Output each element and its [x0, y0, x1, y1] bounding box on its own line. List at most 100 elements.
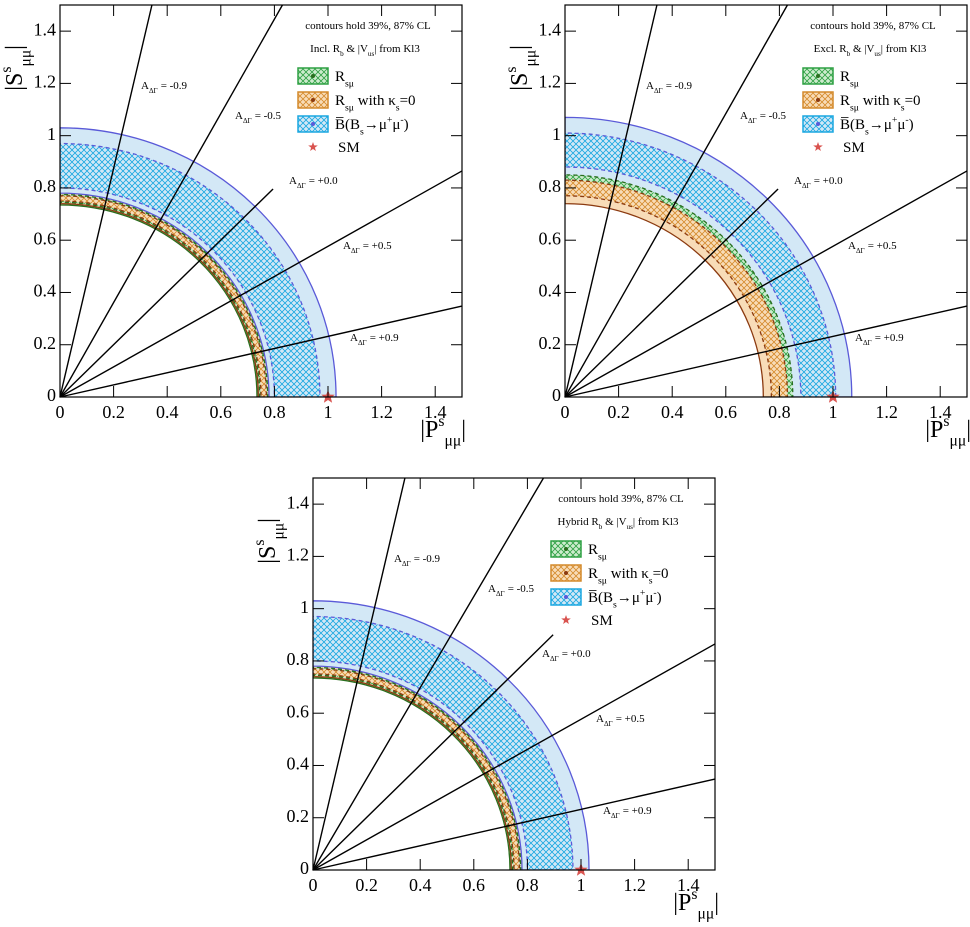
line-label-part: A	[794, 175, 802, 187]
legend-label-part: =0	[653, 566, 669, 582]
asym-line	[564, 4, 658, 398]
legend-label-part: )	[404, 117, 409, 133]
y-axis-label: |Ssμμ|	[503, 45, 539, 91]
line-label-part: ΔΓ	[149, 87, 158, 95]
legend-dot	[816, 98, 820, 102]
x-tick-label: 0.8	[516, 875, 539, 895]
y-tick-label: 0.8	[287, 649, 310, 669]
legend-label: SM	[843, 140, 865, 156]
legend-label: Rsμ with κs=0	[840, 93, 921, 113]
asym-line	[59, 170, 463, 398]
contour-band	[60, 142, 321, 397]
subtitle-part: Hybrid R	[558, 516, 600, 528]
y-tick-label: 0.6	[539, 228, 562, 248]
legend-label-part: μ	[897, 117, 905, 133]
line-label-part: ΔΓ	[496, 590, 505, 598]
subtitle-part: | from Kl3	[374, 43, 420, 55]
x-tick-label: 0	[56, 402, 65, 422]
line-label-part: A	[235, 110, 243, 122]
x-axis-label-part: μμ	[949, 432, 966, 449]
line-label-value: = +0.0	[562, 648, 591, 660]
y-tick-label: 0.2	[539, 333, 562, 353]
x-axis-label-part: |P	[673, 890, 691, 916]
line-label-part: A	[855, 332, 863, 344]
asym-line	[312, 778, 716, 871]
x-axis-label-part: μμ	[697, 905, 714, 922]
line-label: AΔΓ = -0.9	[646, 80, 693, 95]
line-label-part: ΔΓ	[351, 247, 360, 255]
subtitle-part: Excl. R	[814, 43, 848, 55]
legend-label: Rsμ with κs=0	[335, 93, 416, 113]
y-tick-label: 1.2	[34, 72, 57, 92]
y-axis-label-part: s	[503, 67, 520, 73]
subtitle-part: | from Kl3	[881, 43, 927, 55]
line-label-part: ΔΓ	[243, 117, 252, 125]
subtitle-part: b	[847, 50, 851, 58]
legend-label-part: sμ	[598, 551, 607, 562]
legend-label-part: B̅(B	[588, 590, 613, 606]
y-tick-label: 1.2	[539, 72, 562, 92]
subtitle-part: & |V	[344, 43, 368, 55]
x-tick-label: 0	[309, 875, 318, 895]
legend-dot	[816, 122, 820, 126]
legend-label: B̅(Bs→μ+μ-)	[335, 114, 409, 137]
legend-label: B̅(Bs→μ+μ-)	[840, 114, 914, 137]
legend-marker	[813, 142, 823, 151]
frame	[59, 4, 463, 398]
legend-label-part: R	[335, 69, 345, 85]
legend-dot	[311, 74, 315, 78]
x-axis-label-part: s	[438, 413, 444, 430]
x-axis-label-part: μμ	[444, 432, 461, 449]
y-axis-label-part: s	[0, 67, 15, 73]
legend-label-part: sμ	[345, 102, 354, 113]
line-label: AΔΓ = -0.9	[394, 553, 441, 568]
line-label-value: = +0.9	[623, 805, 652, 817]
x-tick-label: 0.2	[607, 402, 630, 422]
line-label-part: ΔΓ	[654, 87, 663, 95]
legend-label-part: sμ	[345, 78, 354, 89]
line-label-part: A	[141, 80, 149, 92]
asym-line	[59, 305, 463, 398]
y-tick-label: 1.4	[539, 19, 562, 39]
line-label-part: ΔΓ	[358, 339, 367, 347]
y-tick-label: 0.6	[34, 228, 57, 248]
line-label-value: = +0.5	[363, 240, 392, 252]
note: contours hold 39%, 87% CL	[810, 20, 936, 32]
line-label: AΔΓ = -0.5	[488, 583, 535, 598]
line-label-part: ΔΓ	[297, 182, 306, 190]
legend-label-part: R	[840, 93, 850, 109]
legend-label-part: R	[588, 566, 598, 582]
legend-label: SM	[338, 140, 360, 156]
line-label-part: ΔΓ	[748, 117, 757, 125]
asym-line	[564, 305, 968, 398]
subtitle-part: us	[874, 50, 881, 58]
legend-dot	[564, 571, 568, 575]
asym-line	[312, 477, 406, 871]
x-axis-label-part: |	[966, 417, 970, 443]
legend-label-part: s	[649, 575, 653, 586]
note: contours hold 39%, 87% CL	[305, 20, 431, 32]
legend-label-part: R	[335, 93, 345, 109]
subtitle-part: b	[340, 50, 344, 58]
legend-dot	[564, 547, 568, 551]
legend-label-part: -	[653, 587, 656, 598]
x-axis-label: |Psμμ|	[420, 413, 466, 449]
x-tick-label: 0.6	[463, 875, 486, 895]
legend-dot	[564, 595, 568, 599]
subtitle: Hybrid Rb & |Vus| from Kl3	[558, 516, 679, 531]
x-tick-label: 1.4	[424, 402, 447, 422]
line-label-value: = +0.9	[370, 332, 399, 344]
y-axis-label-part: |S	[2, 73, 28, 91]
asym-line	[59, 4, 284, 398]
line-label-part: A	[646, 80, 654, 92]
x-tick-label: 0.4	[661, 402, 684, 422]
asym-line	[564, 170, 968, 398]
line-label: AΔΓ = +0.5	[596, 713, 645, 728]
x-axis-label: |Psμμ|	[673, 886, 719, 922]
legend-label-part: →μ	[869, 117, 892, 133]
asym-line	[59, 4, 153, 398]
note: contours hold 39%, 87% CL	[558, 493, 684, 505]
legend-label-part: sμ	[850, 102, 859, 113]
